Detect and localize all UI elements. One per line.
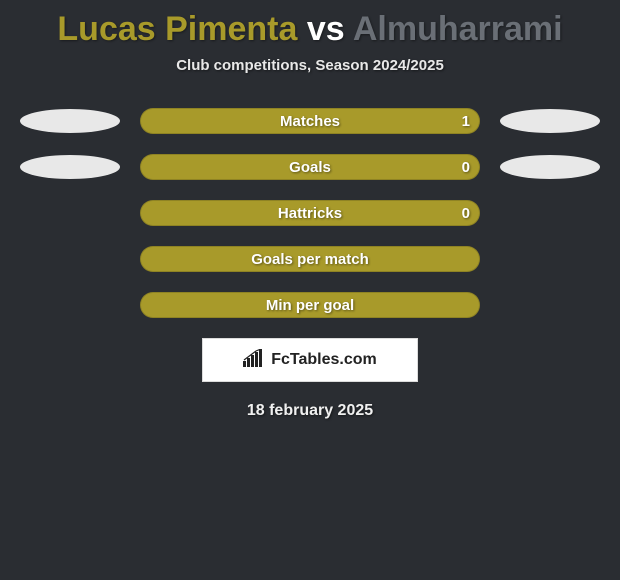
date-text: 18 february 2025 (0, 402, 620, 420)
stat-label: Hattricks (278, 205, 342, 222)
left-ellipse-placeholder (20, 247, 120, 271)
logo-text: FcTables.com (271, 351, 377, 369)
right-ellipse-placeholder (500, 247, 600, 271)
stat-label: Goals per match (251, 251, 369, 268)
stat-value: 0 (462, 159, 470, 176)
right-ellipse-placeholder (500, 293, 600, 317)
right-ellipse (500, 155, 600, 179)
left-ellipse-placeholder (20, 293, 120, 317)
stat-rows: Matches 1 Goals 0 Hattricks 0 Goals per match M… (0, 108, 620, 318)
left-ellipse (20, 155, 120, 179)
player2-name: Almuharrami (353, 10, 563, 48)
stat-value: 0 (462, 205, 470, 222)
logo-box: FcTables.com (202, 338, 418, 382)
stat-label: Goals (289, 159, 331, 176)
bar-chart-icon (243, 349, 265, 372)
comparison-title: Lucas Pimenta vs Almuharrami (0, 0, 620, 49)
stat-label: Min per goal (266, 297, 354, 314)
right-ellipse (500, 109, 600, 133)
stat-bar: Matches 1 (140, 108, 480, 134)
left-ellipse-placeholder (20, 201, 120, 225)
subtitle: Club competitions, Season 2024/2025 (0, 57, 620, 74)
stat-row: Goals 0 (10, 154, 610, 180)
stat-row: Goals per match (10, 246, 610, 272)
stat-bar: Goals per match (140, 246, 480, 272)
right-ellipse-placeholder (500, 201, 600, 225)
stat-row: Min per goal (10, 292, 610, 318)
stat-value: 1 (462, 113, 470, 130)
stat-bar: Hattricks 0 (140, 200, 480, 226)
stat-row: Matches 1 (10, 108, 610, 134)
vs-text: vs (307, 10, 345, 48)
player1-name: Lucas Pimenta (57, 10, 297, 48)
stat-row: Hattricks 0 (10, 200, 610, 226)
stat-bar: Goals 0 (140, 154, 480, 180)
left-ellipse (20, 109, 120, 133)
stat-bar: Min per goal (140, 292, 480, 318)
stat-label: Matches (280, 113, 340, 130)
